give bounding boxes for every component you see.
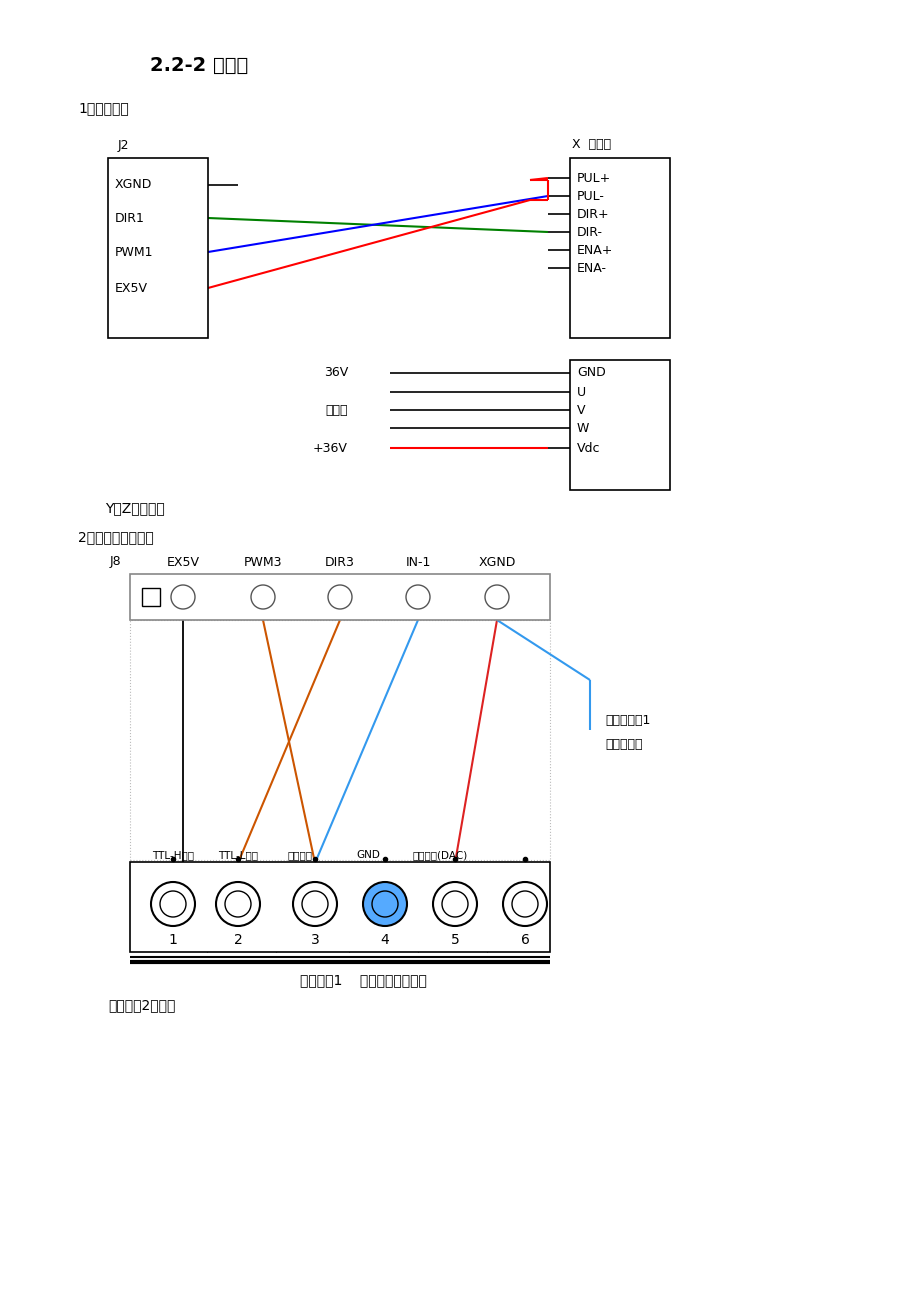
Text: 3: 3 xyxy=(311,934,319,947)
Circle shape xyxy=(433,881,476,926)
Text: EX5V: EX5V xyxy=(166,556,199,569)
Text: DIR1: DIR1 xyxy=(115,211,144,224)
Text: TTL-H输入: TTL-H输入 xyxy=(152,850,194,861)
Circle shape xyxy=(216,881,260,926)
Circle shape xyxy=(363,881,406,926)
Bar xyxy=(142,589,160,605)
Circle shape xyxy=(328,585,352,609)
Bar xyxy=(130,620,550,861)
Text: PWM1: PWM1 xyxy=(115,246,153,259)
Text: GND: GND xyxy=(576,366,605,379)
Text: 6: 6 xyxy=(520,934,528,947)
Text: ENA-: ENA- xyxy=(576,262,607,275)
Bar xyxy=(570,359,669,490)
Text: 5: 5 xyxy=(450,934,459,947)
Text: 2.2-2 接线图: 2.2-2 接线图 xyxy=(150,56,248,74)
Bar xyxy=(108,158,208,339)
Circle shape xyxy=(171,585,195,609)
Text: 保护接口: 保护接口 xyxy=(287,850,312,861)
Circle shape xyxy=(512,891,538,917)
Text: U: U xyxy=(576,385,585,398)
Circle shape xyxy=(441,891,468,917)
Text: DIR-: DIR- xyxy=(576,225,602,238)
Text: 激光电源2类似。: 激光电源2类似。 xyxy=(108,999,176,1012)
Text: 36V: 36V xyxy=(323,366,347,379)
Text: XGND: XGND xyxy=(478,556,516,569)
Circle shape xyxy=(405,585,429,609)
Text: 1、轴接线图: 1、轴接线图 xyxy=(78,102,129,115)
Text: 2: 2 xyxy=(233,934,242,947)
Text: PUL-: PUL- xyxy=(576,190,604,203)
Text: 2、激光电源接线图: 2、激光电源接线图 xyxy=(78,530,153,544)
Text: TTL-L输入: TTL-L输入 xyxy=(218,850,257,861)
Text: X  轴驱动: X 轴驱动 xyxy=(572,138,610,151)
Circle shape xyxy=(160,891,186,917)
Text: 激光电源1    （成都激光电源）: 激光电源1 （成都激光电源） xyxy=(300,973,426,987)
Text: 接电机: 接电机 xyxy=(325,404,347,417)
Text: 控制输入(DAC): 控制输入(DAC) xyxy=(412,850,467,861)
Text: 1: 1 xyxy=(168,934,177,947)
Text: GND: GND xyxy=(356,850,380,861)
Text: XGND: XGND xyxy=(115,178,153,191)
Text: 水保护接口1: 水保护接口1 xyxy=(605,713,650,727)
Text: Vdc: Vdc xyxy=(576,441,600,454)
Text: 低电平有效: 低电平有效 xyxy=(605,738,641,751)
Circle shape xyxy=(151,881,195,926)
Circle shape xyxy=(225,891,251,917)
Text: V: V xyxy=(576,404,584,417)
Circle shape xyxy=(301,891,328,917)
Text: J2: J2 xyxy=(118,138,130,151)
Circle shape xyxy=(503,881,547,926)
Text: PWM3: PWM3 xyxy=(244,556,282,569)
Text: DIR3: DIR3 xyxy=(324,556,355,569)
Text: PUL+: PUL+ xyxy=(576,172,610,185)
Text: EX5V: EX5V xyxy=(115,281,148,294)
Text: 4: 4 xyxy=(380,934,389,947)
Text: W: W xyxy=(576,422,589,435)
Bar xyxy=(130,862,550,952)
Text: Y、Z轴类似。: Y、Z轴类似。 xyxy=(105,501,165,516)
Circle shape xyxy=(292,881,336,926)
Circle shape xyxy=(251,585,275,609)
Bar xyxy=(130,574,550,620)
Bar xyxy=(570,158,669,339)
Text: IN-1: IN-1 xyxy=(405,556,430,569)
Text: ENA+: ENA+ xyxy=(576,243,613,256)
Text: J8: J8 xyxy=(110,556,121,569)
Circle shape xyxy=(371,891,398,917)
Text: +36V: +36V xyxy=(312,441,347,454)
Circle shape xyxy=(484,585,508,609)
Text: DIR+: DIR+ xyxy=(576,207,609,220)
